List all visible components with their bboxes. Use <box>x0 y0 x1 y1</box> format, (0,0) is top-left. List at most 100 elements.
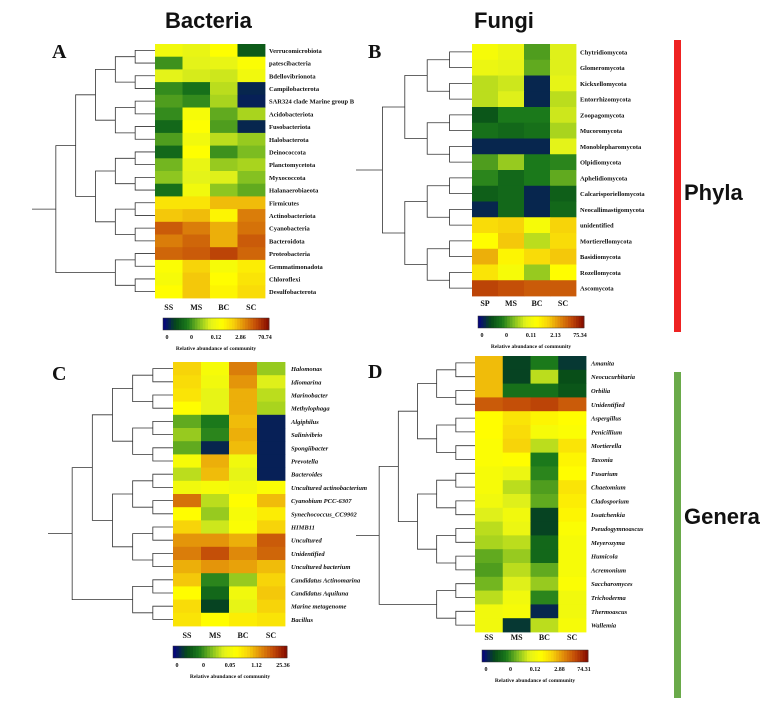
panel-b-cell <box>550 248 577 265</box>
panel-d-legend-swatch <box>566 650 570 662</box>
panel-a-row-label: Actinobacteriota <box>269 213 316 220</box>
panel-c-cell <box>257 573 286 587</box>
panel-a-cell <box>155 82 183 96</box>
panel-d-legend-swatch <box>508 650 512 662</box>
panel-c-cell <box>201 573 230 587</box>
panel-c-cell <box>173 599 202 614</box>
panel-c-cell <box>229 441 258 455</box>
panel-c-cell <box>229 507 258 521</box>
panel-d-dendrogram-link <box>436 535 456 564</box>
panel-d-cell <box>558 618 587 633</box>
panel-d-legend-swatch <box>548 650 552 662</box>
panel-d-legend-swatch <box>556 650 560 662</box>
panel-c-legend-swatch <box>227 646 231 658</box>
panel-d-cell <box>558 535 587 550</box>
panel-d-legend-swatch <box>511 650 515 662</box>
panel-a-dendrogram-link <box>55 145 116 273</box>
panel-b-cell <box>498 138 525 155</box>
panel-a-row-label: SAR324 clade Marine group B <box>269 99 355 106</box>
panel-c-row-label: Bacillus <box>290 617 314 624</box>
panel-a-dendrogram-link <box>134 227 155 242</box>
panel-b-legend-tick: 75.34 <box>573 333 587 339</box>
panel-c-dendrogram-link <box>132 480 153 508</box>
panel-c-row-label: Methylophaga <box>290 406 330 413</box>
panel-c-cell <box>201 612 230 627</box>
panel-d-legend-swatch <box>572 650 576 662</box>
panel-a-legend-swatch <box>170 318 174 330</box>
panel-b-cell <box>472 170 499 187</box>
panel-a-row-label: Deinococcota <box>269 149 307 156</box>
panel-c-cell <box>229 560 258 574</box>
panel-c-legend-tick: 1.12 <box>251 663 262 669</box>
panel-d-cell <box>475 452 504 467</box>
panel-a-row-label: Gemmatimonadota <box>269 264 324 271</box>
panel-a-legend-swatch <box>239 318 243 330</box>
panel-a-cell <box>155 183 183 197</box>
panel-d-legend-swatch <box>532 650 536 662</box>
panel-b-cell <box>524 138 551 155</box>
panel-a-cell <box>155 132 183 146</box>
panel-b-cell <box>472 59 499 76</box>
panel-d-legend-swatch <box>577 650 581 662</box>
panel-d-row-label: Aspergillus <box>590 416 622 423</box>
panel-c-dendrogram-link <box>112 493 133 548</box>
panel-b-cell <box>550 280 577 297</box>
panel-a-legend-swatch <box>226 318 230 330</box>
panel-c-cell <box>173 441 202 455</box>
panel-a-cell <box>182 82 211 96</box>
panel-c-dendrogram-link <box>112 388 133 442</box>
panel-c-legend-swatch <box>235 646 239 658</box>
panel-d-cell <box>502 438 531 453</box>
panel-a-legend-swatch <box>221 318 225 330</box>
panel-d-dendrogram-link <box>455 390 475 405</box>
panel-d-dendrogram-link <box>417 383 437 440</box>
panel-c-cell <box>257 560 286 574</box>
panel-a-cell <box>237 158 266 172</box>
panel-d-cell <box>530 618 559 633</box>
panel-b-legend-swatch <box>515 316 519 328</box>
panel-b-cell <box>550 138 577 155</box>
panel-a-cell <box>182 209 211 223</box>
panel-d-cell <box>558 411 587 426</box>
panel-b-cell <box>472 264 499 281</box>
panel-a-dendrogram-link <box>134 75 155 89</box>
panel-b-legend-swatch <box>578 316 582 328</box>
panel-a-cell <box>155 120 183 134</box>
panel-d-cell <box>475 411 504 426</box>
panel-c-row-label: Candidatus Aquiluna <box>291 591 349 598</box>
panel-b-dendrogram-link <box>449 177 472 195</box>
panel-d-legend-swatch <box>503 650 507 662</box>
panel-c-cell <box>201 507 230 521</box>
panel-d-legend-swatch <box>574 650 578 662</box>
panel-b-cell <box>550 75 577 92</box>
panel-a-cell <box>182 183 211 197</box>
panel-b-legend-swatch <box>501 316 505 328</box>
panel-a-legend-swatch <box>181 318 185 330</box>
panel-a-cell <box>237 259 266 273</box>
phyla-bar <box>674 40 681 332</box>
panel-d-row-label: Fusarium <box>591 471 618 478</box>
panel-a-cell <box>210 69 238 83</box>
panel-b-legend-swatch <box>554 316 558 328</box>
panel-c-cell <box>201 388 230 402</box>
panel-c-cell <box>201 599 230 614</box>
panel-a-cell <box>237 56 266 70</box>
panel-d-legend-swatch <box>561 650 565 662</box>
panel-d-dendrogram-link <box>455 445 475 460</box>
panel-b-legend-swatch <box>552 316 556 328</box>
panel-b-cell <box>524 75 551 92</box>
panel-a-cell <box>210 285 238 299</box>
panel-d-row-label: Penicillium <box>591 429 622 436</box>
panel-a-cell <box>237 285 266 299</box>
panel-d-legend-title: Relative abundance of community <box>495 678 575 684</box>
panel-c-legend-swatch <box>178 646 182 658</box>
panel-a-cell <box>210 171 238 185</box>
panel-b-legend-swatch <box>546 316 550 328</box>
panel-a-legend-swatch <box>165 318 169 330</box>
panel-a-legend-swatch <box>208 318 212 330</box>
panel-d-cell <box>475 618 504 633</box>
panel-a-cell <box>237 82 266 96</box>
panel-a-legend-swatch <box>258 318 262 330</box>
panel-a-row-label: Halobacterota <box>269 137 309 144</box>
panel-d-legend-swatch <box>505 650 509 662</box>
